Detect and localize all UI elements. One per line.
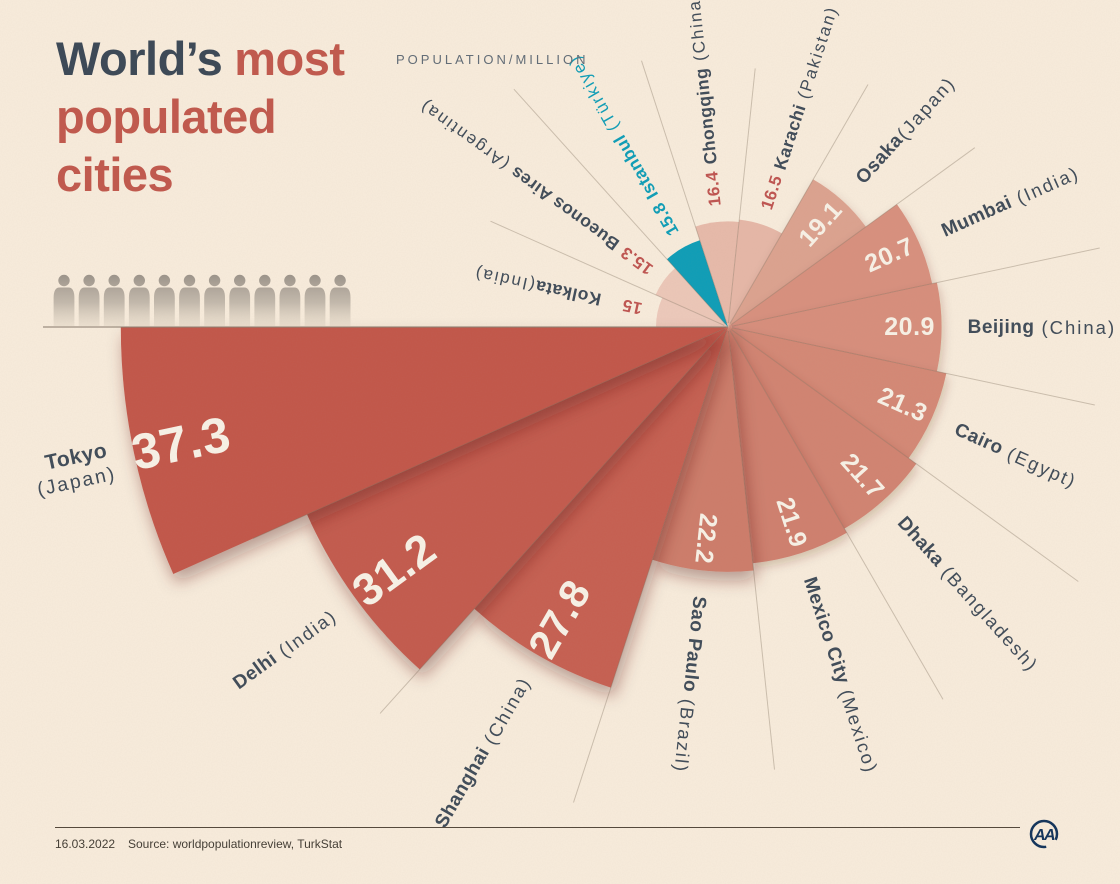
axis-unit-label: POPULATION/MILLION	[396, 52, 589, 67]
page-title: World’s most populated cities	[56, 30, 345, 204]
footer-rule	[55, 827, 1020, 828]
footer-source: Source: worldpopulationreview, TurkStat	[128, 837, 343, 851]
logo-monogram: AA	[1033, 827, 1055, 844]
title-line2: populated	[56, 90, 277, 143]
logo-circle-icon	[1029, 819, 1059, 849]
title-line3: cities	[56, 148, 174, 201]
title-word-most: most	[234, 32, 345, 85]
title-word-dark: World’s	[56, 32, 223, 85]
footer-date: 16.03.2022	[55, 837, 116, 851]
aa-agency-logo: AA	[1029, 819, 1059, 849]
